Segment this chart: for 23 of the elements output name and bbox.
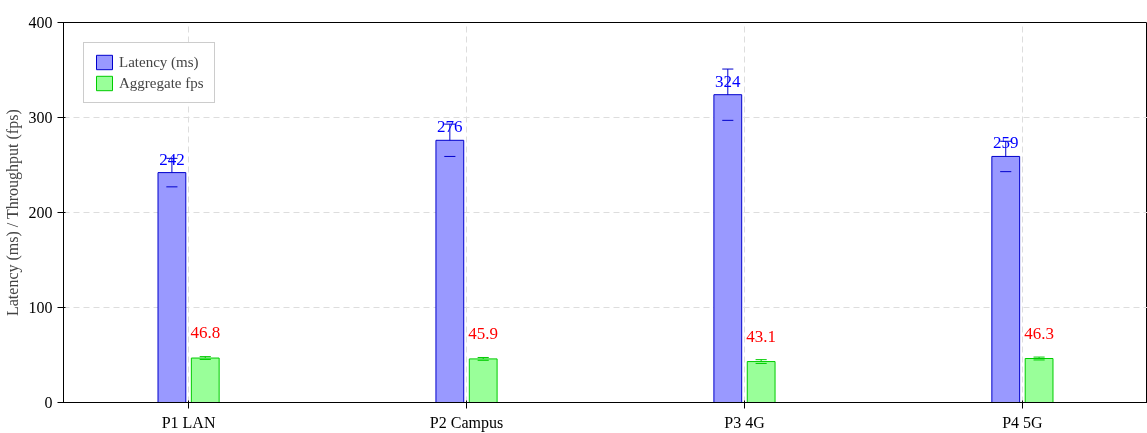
bar (746, 361, 776, 403)
y-tick-label: 200 (28, 204, 53, 221)
x-tick-label: P1 LAN (161, 413, 216, 431)
y-tick-label: 300 (28, 109, 53, 126)
y-axis-title: Latency (ms) / Throughput (fps) (3, 109, 22, 317)
legend-label: Latency (ms) (119, 53, 199, 71)
x-tick-label: P3 4G (724, 413, 766, 431)
data-label: 46.8 (190, 323, 221, 343)
data-label: 259 (993, 133, 1019, 153)
y-tick-label: 100 (28, 299, 53, 316)
data-label: 45.9 (468, 323, 499, 343)
y-tick-label: 0 (44, 394, 53, 411)
data-label: 242 (159, 149, 185, 169)
x-tick-label: P2 Campus (429, 413, 504, 432)
x-tick-label: P4 5G (1002, 413, 1044, 431)
bar (468, 358, 498, 403)
data-label: 276 (437, 117, 463, 137)
data-label: 43.1 (746, 326, 777, 346)
y-tick-label: 400 (28, 14, 53, 31)
legend-label: Aggregate fps (119, 74, 204, 92)
bar (190, 357, 220, 403)
data-label: 46.3 (1024, 323, 1054, 343)
bar (1024, 358, 1054, 403)
